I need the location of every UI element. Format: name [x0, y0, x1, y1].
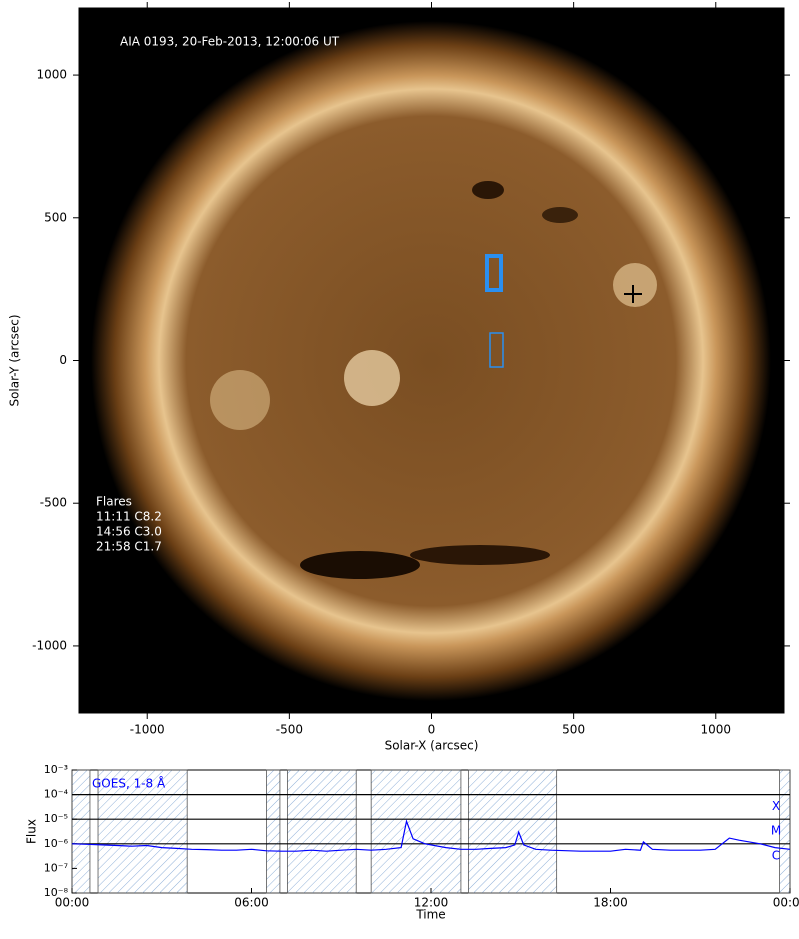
shaded-interval [286, 769, 357, 894]
y-tick-label: 10⁻⁸ [44, 886, 69, 899]
active-region [613, 263, 657, 307]
shaded-interval [266, 769, 281, 894]
sun-disk [91, 21, 771, 701]
flare-annotation: Flares [96, 495, 132, 509]
region-box [489, 332, 504, 368]
x-tick-label: 500 [562, 723, 585, 737]
active-region [344, 350, 400, 406]
y-tick-label: 10⁻³ [44, 763, 68, 776]
coronal-hole [472, 181, 504, 199]
active-region [210, 370, 270, 430]
legend-label: GOES, 1-8 Å [92, 776, 166, 791]
coronal-hole [300, 551, 420, 579]
y-tick-label: -500 [40, 496, 67, 510]
x-axis-label: Time [415, 908, 445, 922]
x-tick-label: 0 [428, 723, 436, 737]
y-axis-label: Solar-Y (arcsec) [8, 314, 22, 406]
shaded-interval [370, 769, 462, 894]
y-tick-label: 1000 [36, 68, 67, 82]
y-tick-label: -1000 [32, 638, 67, 652]
y-tick-label: 10⁻⁶ [44, 837, 69, 850]
x-tick-label: 12:00 [414, 896, 449, 910]
flare-annotation: 21:58 C1.7 [96, 540, 162, 554]
y-tick-label: 10⁻⁴ [44, 788, 69, 801]
y-tick-label: 10⁻⁷ [44, 861, 68, 874]
x-tick-label: 00:00 [55, 896, 90, 910]
shaded-interval [97, 769, 188, 894]
x-tick-label: 1000 [701, 723, 732, 737]
y-tick-label: 0 [59, 353, 67, 367]
x-tick-label: 06:00 [234, 896, 269, 910]
flare-annotation: 11:11 C8.2 [96, 510, 162, 524]
x-tick-label: 18:00 [593, 896, 628, 910]
x-tick-label: -500 [276, 723, 303, 737]
class-label: C [772, 848, 780, 862]
sun-image [79, 8, 784, 713]
marker [624, 285, 642, 303]
y-axis-label: Flux [25, 819, 39, 844]
flare-annotation: 14:56 C3.0 [96, 525, 162, 539]
class-label: X [772, 799, 780, 813]
region-box [485, 254, 503, 292]
shaded-interval [71, 769, 91, 894]
x-tick-label: -1000 [130, 723, 165, 737]
coronal-hole [410, 545, 550, 565]
y-tick-label: 500 [44, 210, 67, 224]
coronal-hole [542, 207, 578, 223]
x-tick-label: 00:00 [773, 896, 799, 910]
image-title: AIA 0193, 20-Feb-2013, 12:00:06 UT [120, 35, 340, 49]
shaded-interval [467, 769, 558, 894]
shaded-interval [779, 769, 791, 894]
y-tick-label: 10⁻⁵ [44, 812, 68, 825]
x-axis-label: Solar-X (arcsec) [385, 739, 479, 753]
class-label: M [771, 824, 781, 838]
flux-line [71, 819, 791, 852]
